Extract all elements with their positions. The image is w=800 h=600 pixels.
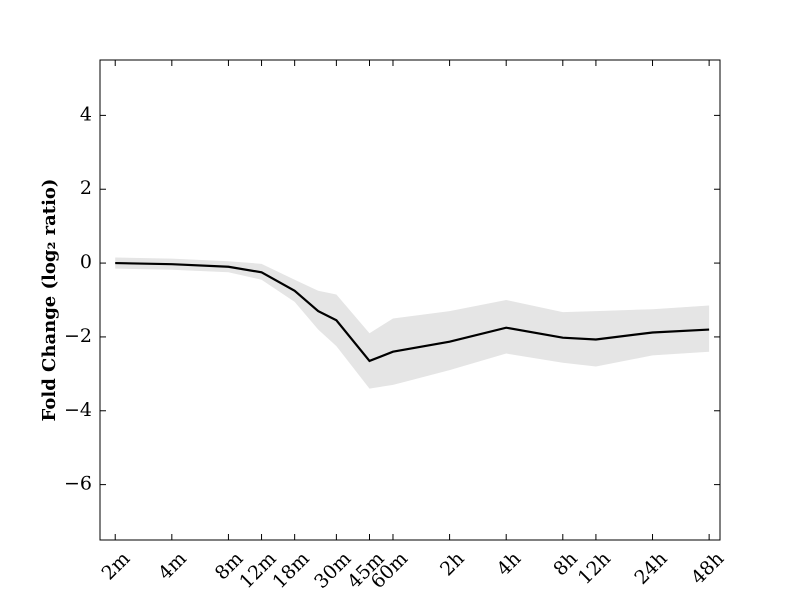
x-tick-label: 30m	[310, 548, 355, 593]
y-axis-label: Fold Change (log₂ ratio)	[39, 179, 60, 422]
plot-frame	[99, 59, 721, 541]
x-tick-label: 18m	[268, 548, 313, 593]
x-tick-label: 4h	[493, 548, 526, 581]
x-tick-label: 12m	[235, 548, 280, 593]
x-tick-label: 4m	[154, 548, 191, 585]
x-tick-label: 12h	[574, 548, 615, 589]
x-tick-label: 48h	[687, 548, 728, 589]
x-tick-label: 24h	[630, 548, 671, 589]
x-tick-label: 2h	[436, 548, 469, 581]
y-tick-label: 0	[80, 251, 92, 273]
y-tick-label: −6	[64, 473, 92, 495]
y-tick-label: 2	[80, 177, 92, 199]
band	[115, 257, 710, 389]
y-tick-label: −4	[64, 399, 92, 421]
y-tick-label: 4	[80, 103, 92, 125]
line	[115, 261, 710, 363]
x-tick-label: 2m	[98, 548, 135, 585]
y-tick-label: −2	[64, 325, 92, 347]
